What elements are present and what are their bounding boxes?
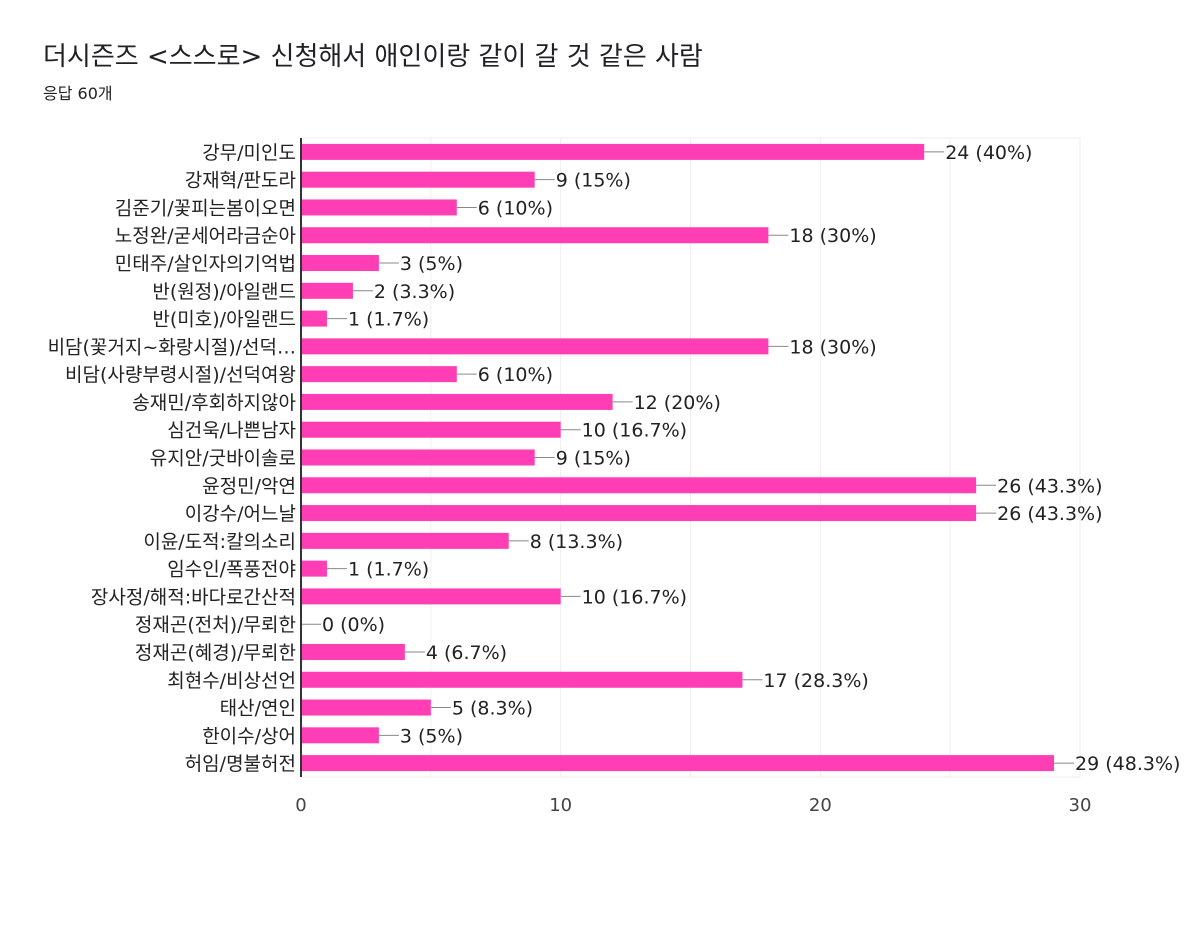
data-label: 0 (0%)	[322, 614, 385, 636]
data-label: 9 (15%)	[556, 448, 631, 470]
bar	[301, 643, 405, 660]
category-label: 장사정/해적:바다로간산적	[91, 586, 296, 608]
bar	[301, 338, 769, 355]
category-label: 송재민/후회하지않아	[132, 392, 296, 414]
data-label: 8 (13.3%)	[530, 531, 623, 553]
category-label: 심건욱/나쁜남자	[167, 420, 296, 442]
bar	[301, 366, 457, 383]
category-label: 김준기/꽃피는봄이오면	[115, 197, 296, 219]
category-label: 이강수/어느날	[185, 503, 296, 525]
category-label: 임수인/폭풍전야	[167, 559, 296, 581]
bar	[301, 588, 561, 605]
bar	[301, 727, 379, 744]
label-layer: 강무/미인도 24 (40%) 강재혁/판도라 9 (15%) 김준기/꽃피는봄이오면 6…	[48, 142, 1181, 775]
category-label: 비담(꽃거지~화랑시절)/선덕…	[48, 336, 296, 358]
data-label: 6 (10%)	[478, 197, 553, 219]
category-label: 유지안/굿바이솔로	[150, 448, 296, 470]
data-label: 4 (6.7%)	[426, 642, 507, 664]
bar	[301, 477, 977, 494]
category-label: 비담(사량부령시절)/선덕여왕	[65, 364, 296, 386]
data-label: 26 (43.3%)	[997, 475, 1102, 497]
data-label: 6 (10%)	[478, 364, 553, 386]
bar	[301, 505, 977, 522]
x-tick-label: 10	[549, 795, 572, 816]
category-label: 반(미호)/아일랜드	[152, 309, 296, 331]
bar	[301, 560, 327, 577]
bar	[301, 171, 535, 188]
data-label: 26 (43.3%)	[997, 503, 1102, 525]
data-label: 9 (15%)	[556, 170, 631, 192]
category-label: 이윤/도적:칼의소리	[143, 531, 296, 553]
x-tick-label: 20	[809, 795, 832, 816]
data-label: 2 (3.3%)	[374, 281, 455, 303]
chart-title: 더시즌즈 <스스로> 신청해서 애인이랑 같이 갈 것 같은 사람	[43, 42, 703, 72]
bar	[301, 393, 613, 410]
axis-layer: 0 10 20 30	[295, 138, 1091, 816]
category-label: 노정완/굳세어라금순아	[115, 225, 296, 247]
bar-layer	[301, 143, 1055, 772]
bar	[301, 671, 743, 688]
category-label: 민태주/살인자의기억법	[115, 253, 296, 275]
bar	[301, 143, 925, 160]
category-label: 최현수/비상선언	[167, 670, 296, 692]
bar	[301, 421, 561, 438]
category-label: 한이수/상어	[202, 725, 296, 747]
bar	[301, 199, 457, 216]
data-label: 3 (5%)	[400, 253, 463, 275]
chart-subtitle: 응답 60개	[43, 84, 113, 103]
category-label: 정재곤(혜경)/무뢰한	[135, 642, 296, 664]
bar	[301, 255, 379, 272]
data-label: 29 (48.3%)	[1075, 753, 1180, 775]
bar	[301, 755, 1055, 772]
x-tick-label: 0	[295, 795, 306, 816]
data-label: 18 (30%)	[789, 336, 876, 358]
category-label: 허임/명불허전	[185, 753, 296, 775]
category-label: 윤정민/악연	[202, 475, 296, 497]
bar	[301, 227, 769, 244]
bar	[301, 282, 353, 299]
data-label: 10 (16.7%)	[582, 420, 687, 442]
data-label: 10 (16.7%)	[582, 586, 687, 608]
bar	[301, 449, 535, 466]
bar	[301, 310, 327, 327]
data-label: 1 (1.7%)	[348, 559, 429, 581]
data-label: 17 (28.3%)	[763, 670, 868, 692]
x-tick-label: 30	[1069, 795, 1092, 816]
data-label: 3 (5%)	[400, 725, 463, 747]
category-label: 정재곤(전처)/무뢰한	[135, 614, 296, 636]
category-label: 강재혁/판도라	[185, 170, 296, 192]
data-label: 1 (1.7%)	[348, 309, 429, 331]
bar	[301, 532, 509, 549]
bar	[301, 699, 431, 716]
data-label: 24 (40%)	[945, 142, 1032, 164]
data-label: 5 (8.3%)	[452, 698, 533, 720]
category-label: 강무/미인도	[202, 142, 296, 164]
data-label: 18 (30%)	[789, 225, 876, 247]
category-label: 반(원정)/아일랜드	[152, 281, 296, 303]
data-label: 12 (20%)	[634, 392, 721, 414]
category-label: 태산/연인	[220, 698, 296, 720]
